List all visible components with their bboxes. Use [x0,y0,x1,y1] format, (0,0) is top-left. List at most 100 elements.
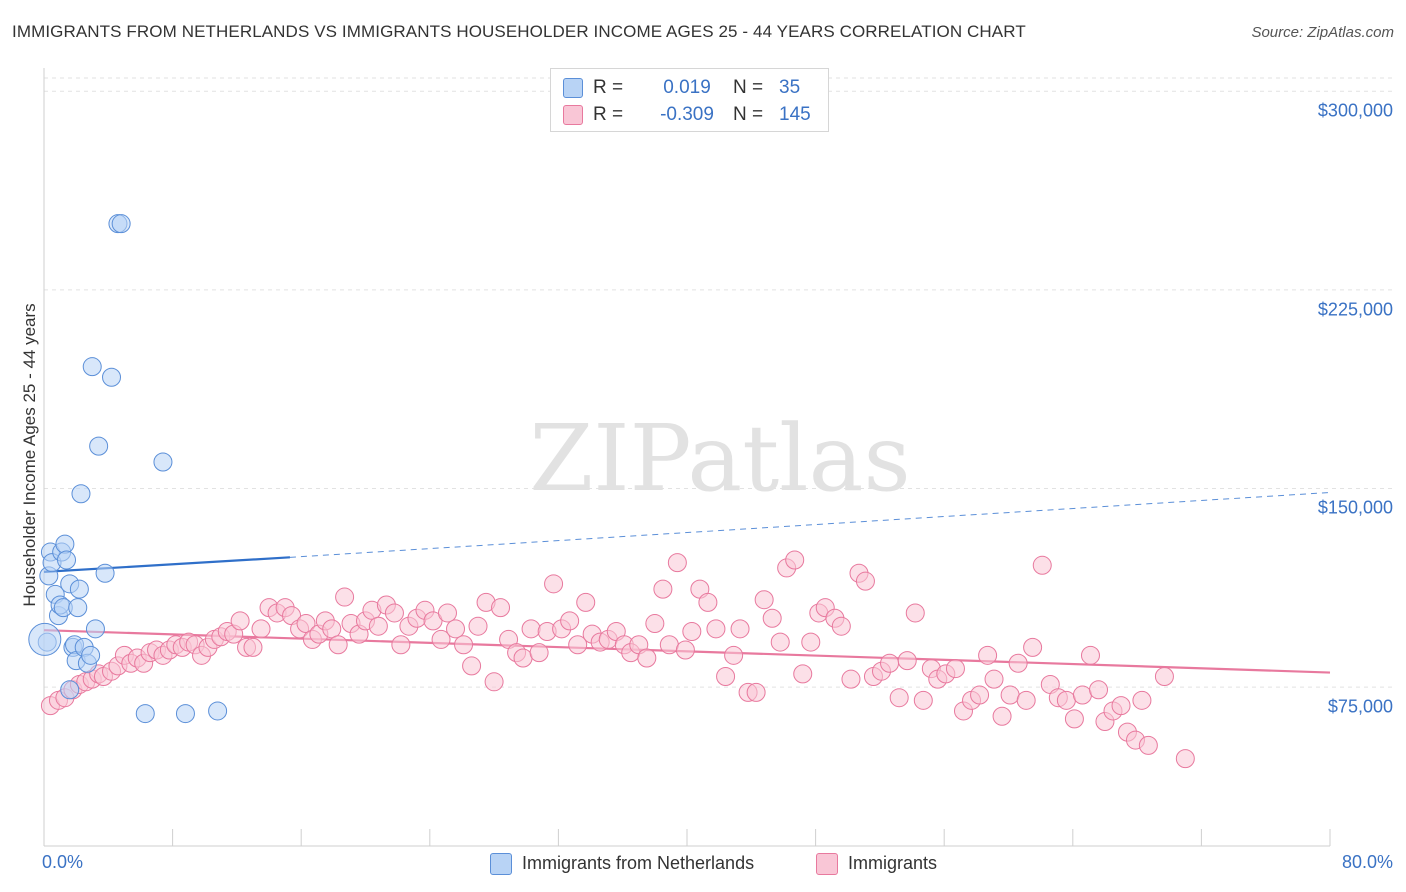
point-netherlands [28,622,62,656]
point-immigrants [568,635,588,655]
point-immigrants [1032,555,1052,575]
point-immigrants [1138,735,1158,755]
point-immigrants [770,632,790,652]
point-immigrants [706,619,726,639]
point-immigrants [576,592,596,612]
chart-title: IMMIGRANTS FROM NETHERLANDS VS IMMIGRANT… [12,22,1026,41]
y-tick-label: $75,000 [1327,696,1393,717]
legend-swatch-netherlands [563,78,583,98]
trend-line-netherlands [43,556,291,574]
point-immigrants [762,608,782,628]
point-immigrants [462,656,482,676]
point-immigrants [468,616,488,636]
point-immigrants [1023,637,1043,657]
point-immigrants [754,590,774,610]
point-immigrants [992,706,1012,726]
watermark: ZIPatlas [529,405,910,512]
point-netherlands [57,550,77,570]
r-label: R = [593,104,624,125]
point-immigrants [328,635,348,655]
point-immigrants [368,616,388,636]
point-immigrants [841,669,861,689]
point-netherlands [82,357,102,377]
point-netherlands [95,563,115,583]
point-immigrants [544,574,564,594]
point-immigrants [322,619,342,639]
point-immigrants [984,669,1004,689]
point-immigrants [454,635,474,655]
point-netherlands [81,645,101,665]
point-immigrants [855,571,875,591]
point-immigrants [1132,690,1152,710]
point-immigrants [484,672,504,692]
n-value: 145 [779,104,811,125]
correlation-legend: R = 0.019 N = 35 R = -0.309 N = 145 [550,68,829,132]
point-immigrants [675,640,695,660]
point-immigrants [423,611,443,631]
point-immigrants [667,553,687,573]
legend-swatch-netherlands [490,853,512,875]
point-netherlands [135,704,155,724]
point-immigrants [1016,690,1036,710]
point-immigrants [1008,653,1028,673]
legend-swatch-immigrants [563,105,583,125]
x-tick-label: 80.0% [1341,852,1393,872]
r-value: -0.309 [660,104,714,125]
point-immigrants [243,637,263,657]
point-netherlands [153,452,173,472]
point-immigrants [1089,680,1109,700]
point-immigrants [513,648,533,668]
point-immigrants [1064,709,1084,729]
point-netherlands [102,367,122,387]
n-label: N = [733,104,764,125]
chart-source: Source: ZipAtlas.com [1251,24,1394,41]
point-immigrants [682,621,702,641]
point-immigrants [637,648,657,668]
r-label: R = [593,77,624,98]
point-immigrants [560,611,580,631]
point-immigrants [431,629,451,649]
point-netherlands [69,579,89,599]
point-immigrants [1175,749,1195,769]
y-tick-label: $300,000 [1317,100,1393,121]
point-immigrants [724,645,744,665]
point-netherlands [68,598,88,618]
point-immigrants [913,690,933,710]
point-netherlands [89,436,109,456]
point-immigrants [335,587,355,607]
point-immigrants [230,611,250,631]
point-immigrants [391,635,411,655]
trend-line-netherlands-projection [289,491,1331,558]
y-tick-label: $150,000 [1317,497,1393,518]
point-immigrants [446,619,466,639]
point-immigrants [653,579,673,599]
point-immigrants [384,603,404,623]
point-immigrants [831,616,851,636]
point-netherlands [208,701,228,721]
n-value: 35 [779,77,801,98]
point-immigrants [1080,645,1100,665]
point-immigrants [529,643,549,663]
point-immigrants [945,659,965,679]
point-immigrants [645,614,665,634]
point-immigrants [1072,685,1092,705]
n-label: N = [733,77,764,98]
point-netherlands [55,534,75,554]
point-netherlands [175,704,195,724]
x-tick-label: 0.0% [42,852,84,872]
legend-swatch-immigrants [816,853,838,875]
point-immigrants [1111,696,1131,716]
point-immigrants [437,603,457,623]
y-tick-label: $225,000 [1317,299,1393,320]
legend-label-immigrants: Immigrants [848,853,938,873]
point-immigrants [880,653,900,673]
point-netherlands [71,484,91,504]
point-immigrants [978,645,998,665]
r-value: 0.019 [663,77,711,98]
point-immigrants [785,550,805,570]
point-immigrants [521,619,541,639]
legend-label-netherlands: Immigrants from Netherlands [522,853,755,873]
point-immigrants [730,619,750,639]
point-immigrants [793,664,813,684]
